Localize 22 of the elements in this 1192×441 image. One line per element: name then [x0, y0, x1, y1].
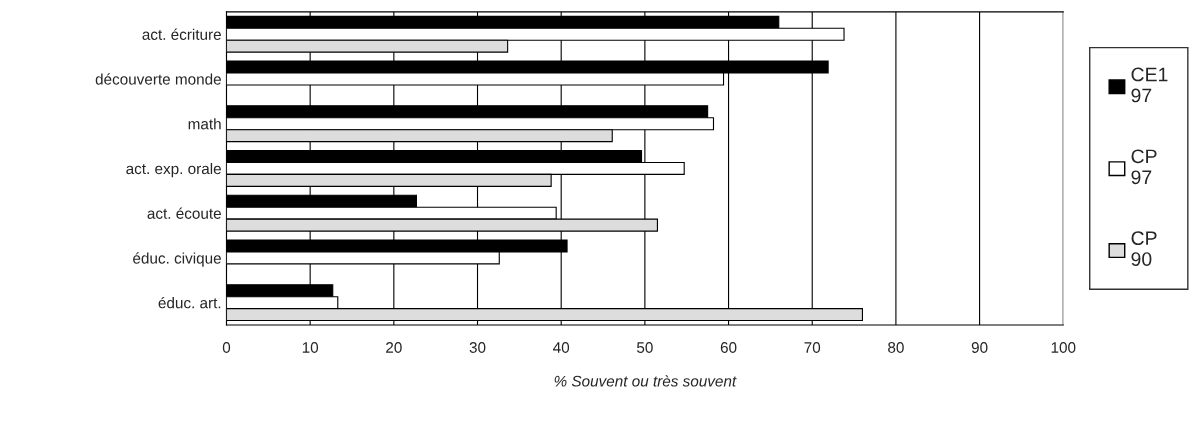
x-tick-label: 90 [971, 342, 988, 353]
x-axis-title: % Souvent ou très souvent [554, 375, 737, 387]
x-tick-label: 100 [1051, 342, 1076, 353]
x-tick-label: 60 [720, 342, 737, 353]
y-tick-label: découverte monde [95, 73, 221, 85]
y-tick-label: act. écriture [142, 28, 221, 40]
x-tick-label: 70 [804, 342, 821, 353]
y-tick-label: éduc. civique [133, 252, 221, 267]
x-tick-label: 40 [553, 342, 570, 353]
y-tick-label: act. écoute [147, 207, 221, 219]
legend-label: CP 97 [1131, 149, 1157, 185]
x-tick-label: 10 [302, 342, 319, 353]
legend-label: CP 90 [1131, 231, 1157, 266]
x-tick-label: 50 [636, 342, 653, 353]
y-tick-label: math [188, 118, 221, 130]
x-tick-label: 0 [222, 342, 231, 353]
y-tick-label: éduc. art. [158, 296, 221, 309]
x-tick-label: 30 [469, 342, 486, 353]
y-tick-label: act. exp. orale [126, 162, 221, 178]
legend-label: CE1 97 [1131, 67, 1168, 103]
x-tick-label: 20 [386, 342, 402, 353]
x-tick-label: 80 [888, 342, 904, 353]
